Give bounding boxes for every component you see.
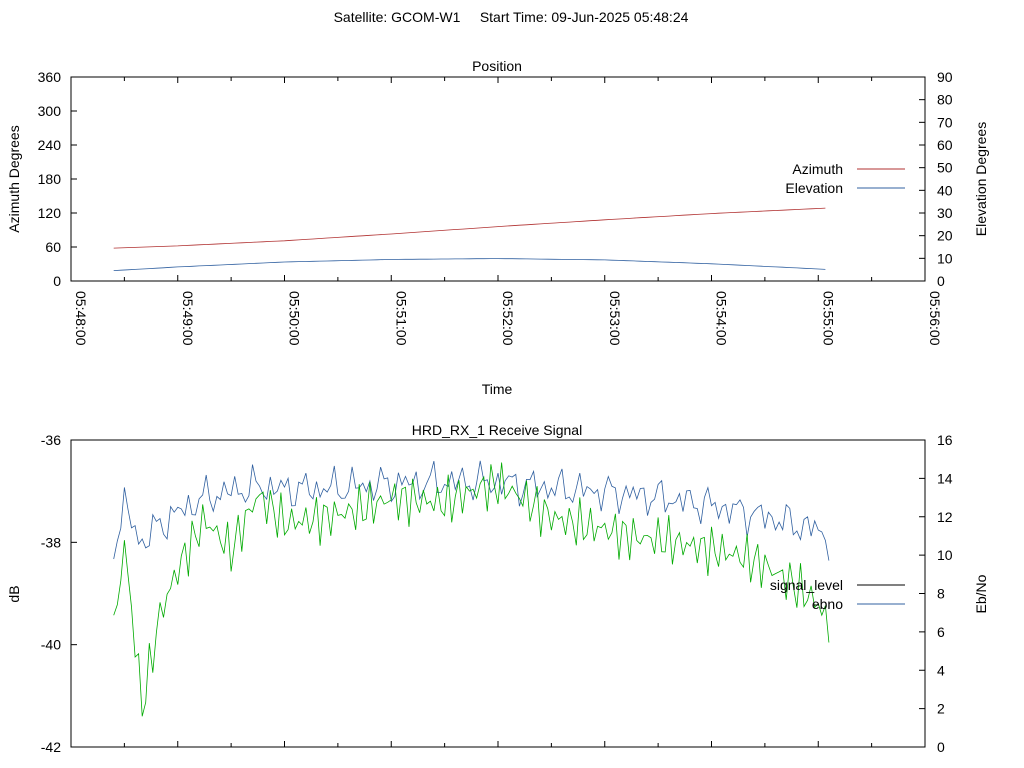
series-line-ebno bbox=[113, 460, 830, 561]
legend-label-elevation: Elevation bbox=[785, 180, 843, 196]
series-line-signal-level bbox=[113, 462, 830, 717]
position-y2-tick-label: 90 bbox=[937, 69, 953, 85]
position-y2-tick-label: 50 bbox=[937, 160, 953, 176]
series-line-azimuth bbox=[113, 207, 826, 249]
position-y-axis-label: Azimuth Degrees bbox=[6, 125, 22, 232]
position-x-tick-label: 05:53:00 bbox=[607, 291, 623, 346]
position-y-tick-label: 0 bbox=[53, 273, 61, 289]
position-y2-tick-label: 60 bbox=[937, 137, 953, 153]
legend-label-signal-level: signal_level bbox=[770, 577, 843, 593]
position-x-tick-label: 05:51:00 bbox=[393, 291, 409, 346]
signal-y-tick-label: -38 bbox=[41, 534, 61, 550]
legend-label-ebno: ebno bbox=[812, 596, 843, 612]
signal-y2-tick-label: 14 bbox=[937, 470, 953, 486]
position-chart-title: Position bbox=[472, 58, 522, 74]
signal-y2-tick-label: 4 bbox=[937, 662, 945, 678]
signal-legend: signal_level ebno bbox=[770, 577, 905, 612]
signal-plot-frame bbox=[70, 439, 926, 748]
position-plot-frame bbox=[70, 76, 926, 282]
signal-y2-tick-label: 2 bbox=[937, 701, 945, 717]
signal-y2-tick-label: 6 bbox=[937, 624, 945, 640]
position-y-tick-label: 180 bbox=[38, 171, 62, 187]
signal-y2-axis-label: Eb/No bbox=[973, 574, 989, 613]
position-y2-tick-label: 0 bbox=[937, 273, 945, 289]
signal-y2-tick-label: 0 bbox=[937, 739, 945, 755]
position-x-tick-label: 05:54:00 bbox=[714, 291, 730, 346]
position-x-tick-label: 05:49:00 bbox=[180, 291, 196, 346]
signal-y2-tick-label: 16 bbox=[937, 432, 953, 448]
position-y2-tick-label: 70 bbox=[937, 114, 953, 130]
position-y2-axis-label: Elevation Degrees bbox=[973, 122, 989, 236]
position-y-tick-label: 240 bbox=[38, 137, 62, 153]
signal-y2-tick-label: 8 bbox=[937, 586, 945, 602]
position-x-tick-label: 05:52:00 bbox=[500, 291, 516, 346]
page-title: Satellite: GCOM-W1 Start Time: 09-Jun-20… bbox=[334, 9, 689, 25]
position-y2-tick-label: 20 bbox=[937, 228, 953, 244]
position-y2-tick-label: 10 bbox=[937, 250, 953, 266]
signal-y-tick-label: -42 bbox=[41, 739, 61, 755]
position-y-tick-label: 60 bbox=[45, 239, 61, 255]
position-x-tick-label: 05:56:00 bbox=[927, 291, 943, 346]
position-y2-tick-label: 40 bbox=[937, 182, 953, 198]
position-y-tick-label: 360 bbox=[38, 69, 62, 85]
signal-chart: HRD_RX_1 Receive Signal dB Eb/No -36 -38 -… bbox=[6, 422, 989, 755]
position-y2-tick-label: 80 bbox=[937, 92, 953, 108]
position-x-axis-label: Time bbox=[482, 381, 513, 397]
position-chart: Position Azimuth Degrees Elevation Degre… bbox=[6, 58, 989, 397]
series-line-elevation bbox=[113, 258, 826, 271]
position-x-tick-label: 05:50:00 bbox=[287, 291, 303, 346]
position-x-tick-label: 05:48:00 bbox=[73, 291, 89, 346]
position-legend: Azimuth Elevation bbox=[785, 161, 905, 196]
legend-label-azimuth: Azimuth bbox=[792, 161, 843, 177]
position-y-tick-label: 300 bbox=[38, 103, 62, 119]
position-y2-tick-label: 30 bbox=[937, 205, 953, 221]
signal-y-axis-label: dB bbox=[6, 585, 22, 602]
signal-y2-tick-label: 12 bbox=[937, 509, 953, 525]
position-y-tick-label: 120 bbox=[38, 205, 62, 221]
signal-y-tick-label: -36 bbox=[41, 432, 61, 448]
signal-y-tick-label: -40 bbox=[41, 637, 61, 653]
signal-chart-title: HRD_RX_1 Receive Signal bbox=[412, 422, 582, 438]
position-x-tick-label: 05:55:00 bbox=[820, 291, 836, 346]
signal-y2-tick-label: 10 bbox=[937, 547, 953, 563]
